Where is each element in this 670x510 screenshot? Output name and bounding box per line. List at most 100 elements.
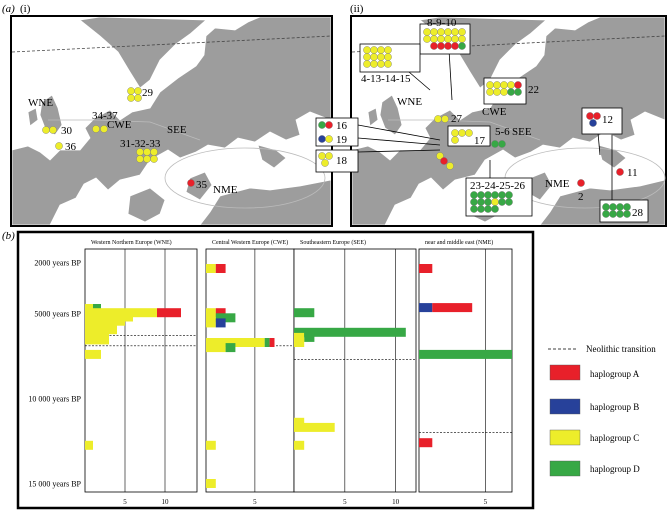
map-i-site-34-37: 34-37 <box>92 110 118 122</box>
bar-haplogroup-c <box>85 335 109 345</box>
map-i-sample-dots <box>42 87 195 187</box>
x-tick-label: 10 <box>392 498 400 506</box>
map-ii: WNE CWE SEE NME 8-9-10 4-13-14-15 22 27 … <box>315 15 667 227</box>
legend-label-haplogroup-a: haplogroup A <box>590 369 640 379</box>
map-i-site-30: 30 <box>61 125 73 137</box>
x-tick-label: 5 <box>123 498 127 506</box>
y-tick-label: 10 000 years BP <box>28 395 81 404</box>
bar-haplogroup-c <box>206 308 216 318</box>
bar-haplogroup-b <box>419 303 433 313</box>
bar-haplogroup-c <box>85 329 109 339</box>
bar-haplogroup-d <box>264 338 270 347</box>
panel-frame <box>418 248 513 493</box>
bar-haplogroup-c <box>294 422 335 432</box>
legend-swatch-haplogroup-d <box>549 460 581 477</box>
bar-haplogroup-d <box>215 313 236 323</box>
chart-panels: 5 10 Western Northern Europe (WNE) 5 Central… <box>84 239 513 506</box>
bar-haplogroup-a <box>419 438 433 448</box>
map-i-region-nme: NME <box>213 184 238 196</box>
map-ii-site-2: 2 <box>578 191 584 203</box>
bar-haplogroup-a <box>215 264 226 273</box>
panel-label-b: (b) <box>2 230 15 242</box>
map-ii-site-8-9-10: 8-9-10 <box>427 17 457 29</box>
bar-haplogroup-c <box>206 440 216 450</box>
bar-haplogroup-a <box>157 308 181 318</box>
map-i-region-see: SEE <box>167 124 187 136</box>
map-ii-site-22: 22 <box>528 84 539 96</box>
legend-neolithic-label: Neolithic transition <box>586 344 656 354</box>
map-ii-region-wne: WNE <box>397 96 422 108</box>
map-i-site-31-32-33: 31-32-33 <box>120 138 161 150</box>
x-tick-label: 5 <box>343 498 347 506</box>
bar-haplogroup-a <box>215 308 226 318</box>
legend-swatch-haplogroup-c <box>549 429 581 446</box>
map-ii-sample-dots <box>318 28 631 218</box>
map-ii-region-nme: NME <box>545 178 570 190</box>
map-i-site-29: 29 <box>142 87 154 99</box>
map-ii-region-see: SEE <box>512 126 532 138</box>
bar-haplogroup-c <box>294 417 305 427</box>
bar-haplogroup-c <box>294 338 305 347</box>
map-i-site-36: 36 <box>65 141 77 153</box>
panel-label-a-i: (i) <box>20 3 31 15</box>
bar-haplogroup-c <box>206 318 216 328</box>
bar-haplogroup-d <box>419 349 512 359</box>
map-ii-site-5-6: 5-6 <box>495 126 510 138</box>
bar-haplogroup-d <box>304 332 315 342</box>
bar-haplogroup-c <box>206 479 216 488</box>
map-ii-site-27: 27 <box>451 113 463 125</box>
bar-haplogroup-c <box>206 264 216 273</box>
legend-label-haplogroup-d: haplogroup D <box>590 464 640 474</box>
map-ii-site-19: 19 <box>336 134 348 146</box>
panel-title: near and middle east (NME) <box>425 239 493 246</box>
panel-2: 5 10 Southeastern Europe (SEE) <box>293 239 417 506</box>
legend-label-haplogroup-b: haplogroup B <box>590 402 639 412</box>
panel-label-a-ii: (ii) <box>350 3 364 15</box>
legend-swatch-haplogroup-a <box>549 364 581 381</box>
legend: Neolithic transition haplogroup A haplog… <box>548 344 656 477</box>
x-tick-label: 5 <box>484 498 488 506</box>
panel-frame <box>293 248 417 493</box>
map-ii-site-17: 17 <box>474 135 486 147</box>
bar-haplogroup-c <box>294 332 305 342</box>
bar-haplogroup-a <box>419 264 433 273</box>
bar-haplogroup-d <box>225 343 236 353</box>
bar-haplogroup-c <box>206 338 265 347</box>
bar-haplogroup-c <box>206 343 226 353</box>
map-ii-site-18: 18 <box>336 155 348 167</box>
bar-haplogroup-a <box>269 338 275 347</box>
y-tick-label: 2000 years BP <box>34 259 81 268</box>
map-i-site-35: 35 <box>196 179 208 191</box>
bar-haplogroup-c <box>85 349 101 359</box>
bar-haplogroup-c <box>85 440 93 450</box>
map-ii-site-28: 28 <box>632 207 644 219</box>
map-ii-region-cwe: CWE <box>482 106 507 118</box>
bar-haplogroup-b <box>215 318 226 328</box>
map-i-region-cwe: CWE <box>107 119 132 131</box>
bar-haplogroup-d <box>294 327 406 337</box>
y-tick-label: 15 000 years BP <box>28 480 81 489</box>
bar-haplogroup-c <box>206 313 216 323</box>
bar-haplogroup-a <box>432 303 473 313</box>
map-ii-site-23-24-25-26: 23-24-25-26 <box>470 180 525 192</box>
map-i: WNE CWE SEE NME 29 34-37 30 36 31-32-33 … <box>10 15 333 227</box>
panel-title: Southeastern Europe (SEE) <box>300 239 366 246</box>
bar-haplogroup-c <box>294 440 305 450</box>
panel-label-a: (a) <box>2 3 15 15</box>
panel-3: 5 near and middle east (NME) <box>418 239 513 506</box>
x-tick-label: 5 <box>253 498 257 506</box>
map-ii-site-16: 16 <box>336 120 348 132</box>
panel-0: 5 10 Western Northern Europe (WNE) <box>84 239 198 506</box>
map-ii-site-4-13-14-15: 4-13-14-15 <box>361 73 411 85</box>
panel-title: Central Western Europe (CWE) <box>212 239 288 246</box>
map-i-region-wne: WNE <box>28 97 53 109</box>
panel-frame <box>205 248 295 493</box>
map-ii-site-11: 11 <box>627 167 638 179</box>
x-tick-label: 10 <box>162 498 170 506</box>
panel-frame <box>84 248 198 493</box>
y-axis: 2000 years BP 5000 years BP 10 000 years B… <box>28 259 81 489</box>
legend-swatch-haplogroup-b <box>549 398 581 415</box>
bar-haplogroup-d <box>294 308 315 318</box>
map-ii-site-12: 12 <box>602 114 613 126</box>
